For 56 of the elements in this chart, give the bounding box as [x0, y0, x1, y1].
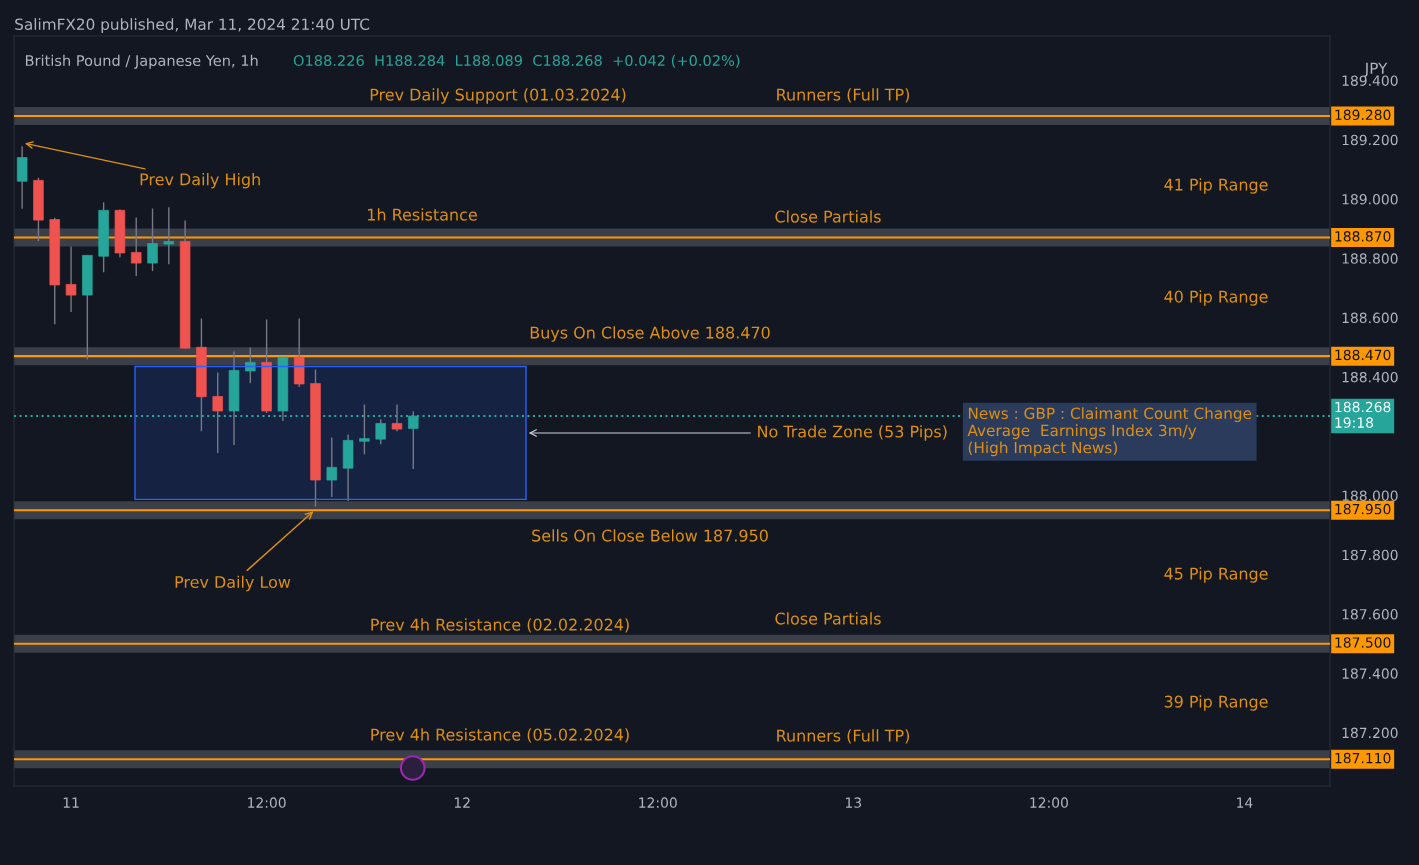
- annotation: 40 Pip Range: [1164, 290, 1268, 306]
- x-tick-label: 12:00: [248, 797, 286, 808]
- candlestick: [65, 245, 77, 313]
- x-tick-label: 11: [63, 797, 79, 808]
- annotation: 45 Pip Range: [1164, 567, 1268, 583]
- text: O188.226 H188.284 L188.089 C188.268 +0.042 (+0.02%): [293, 54, 740, 68]
- ref-line-label: 187.110: [1335, 752, 1391, 764]
- annotation: Prev 4h Resistance (05.02.2024): [371, 728, 629, 743]
- annotation: Runners (Full TP): [777, 88, 910, 103]
- ref-line-label: 187.500: [1335, 637, 1391, 648]
- candlestick: [326, 436, 338, 498]
- x-tick-label: 12:00: [639, 797, 677, 808]
- annotation: 41 Pip Range: [1164, 178, 1268, 194]
- ref-line-label: 188.268 19:18: [1335, 401, 1391, 428]
- annotation: Close Partials: [775, 210, 881, 223]
- annotation: Buys On Close Above 188.470: [530, 326, 770, 342]
- y-tick-label: 187.200: [1342, 727, 1398, 739]
- annotation: Prev 4h Resistance (02.02.2024): [371, 618, 629, 633]
- candlestick: [245, 346, 256, 384]
- y-tick-label: 188.000: [1342, 490, 1398, 501]
- annotation: Prev Daily Support (01.03.2024): [370, 88, 626, 104]
- text: SalimFX20 published, Mar 11, 2024 21:40 UTC: [15, 18, 370, 33]
- annotation: Runners (Full TP): [777, 729, 910, 744]
- x-tick-label: 12:00: [1030, 797, 1068, 808]
- y-tick-label: 188.800: [1342, 253, 1398, 264]
- y-tick-label: 188.600: [1342, 312, 1398, 324]
- y-tick-label: 189.400: [1342, 75, 1398, 86]
- annotation: 1h Resistance: [368, 208, 477, 221]
- annotation: 39 Pip Range: [1164, 695, 1268, 711]
- y-tick-label: 189.000: [1342, 194, 1398, 205]
- x-tick-label: 14: [1237, 797, 1253, 808]
- candlestick: [130, 216, 142, 277]
- y-tick-label: 189.200: [1342, 134, 1398, 146]
- y-tick-label: 187.600: [1342, 609, 1398, 620]
- annotation: Close Partials: [775, 612, 881, 625]
- candlestick: [163, 206, 175, 265]
- y-tick-label: 187.800: [1342, 549, 1398, 561]
- annotation: Prev Daily High: [140, 172, 260, 189]
- text: British Pound / Japanese Yen, 1h: [25, 54, 258, 69]
- ref-line-label: 188.870: [1335, 231, 1391, 242]
- x-tick-label: 12: [454, 797, 470, 808]
- candlestick: [16, 145, 28, 210]
- x-tick-label: 13: [846, 797, 862, 808]
- candlestick: [147, 207, 158, 272]
- y-tick-label: 187.400: [1342, 668, 1398, 679]
- ref-line-label: 189.280: [1335, 109, 1391, 121]
- annotation: Prev Daily Low: [175, 575, 291, 592]
- y-tick-label: 188.400: [1342, 371, 1398, 383]
- ref-line-label: 187.950: [1335, 503, 1391, 515]
- candlestick: [212, 371, 223, 454]
- candlestick: [375, 418, 386, 445]
- ref-line-label: 188.470: [1335, 349, 1391, 361]
- candlestick: [391, 403, 403, 432]
- annotation: News : GBP : Claimant Count Change Average Earnings Index 3m/y (High Impact News): [967, 407, 1252, 457]
- annotation: Sells On Close Below 187.950: [532, 529, 768, 542]
- band-label: No Trade Zone (53 Pips): [758, 425, 947, 441]
